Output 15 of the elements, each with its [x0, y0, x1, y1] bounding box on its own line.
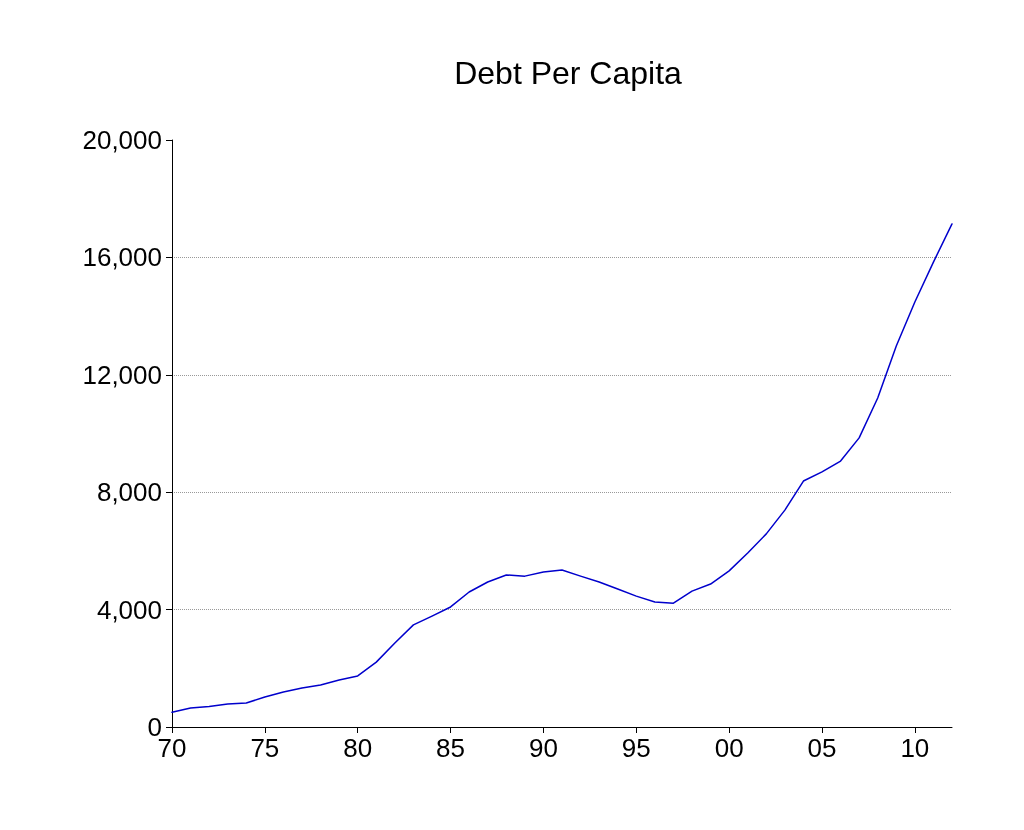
x-tick-label: 90 [528, 733, 558, 763]
x-tick-label: 00 [714, 733, 744, 763]
y-tick-label: 4,000 [96, 594, 162, 625]
x-tick-label: 10 [900, 733, 930, 763]
y-tick-label: 20,000 [82, 125, 162, 155]
line-series [171, 223, 953, 714]
x-tick-label: 85 [436, 733, 466, 763]
x-tick-label: 80 [343, 733, 373, 763]
y-tick-label: 12,000 [82, 359, 162, 390]
y-tick-label: 16,000 [82, 242, 162, 273]
chart-title: Debt Per Capita [454, 55, 683, 91]
x-tick-label: 05 [807, 733, 837, 763]
x-tick-label: 75 [250, 733, 280, 763]
y-tick-label: 8,000 [96, 477, 162, 508]
x-tick-label: 95 [621, 733, 651, 763]
